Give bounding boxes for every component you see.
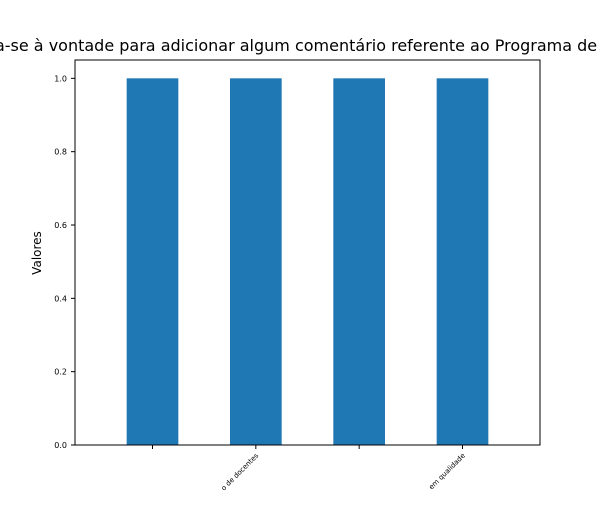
y-axis-ticks: 0.0 0.2 0.4 0.6 0.8 1.0 xyxy=(54,74,75,450)
bar-2 xyxy=(333,78,385,445)
x-tick-label-3: em qualidade xyxy=(427,452,467,492)
y-tick-label-1: 0.2 xyxy=(54,368,67,377)
bar-1 xyxy=(230,78,282,445)
x-tick-label-1: o de docentes xyxy=(220,452,261,493)
y-tick-label-5: 1.0 xyxy=(54,74,67,83)
bar-3 xyxy=(436,78,489,445)
y-tick-label-3: 0.6 xyxy=(54,221,67,230)
chart-title: Caso queira, sinta-se à vontade para adi… xyxy=(0,36,600,55)
y-axis-label: Valores xyxy=(30,231,44,275)
bar-0 xyxy=(126,78,179,445)
plot-area-frame xyxy=(74,59,541,446)
y-tick-label-4: 0.8 xyxy=(54,148,67,157)
bars-group xyxy=(126,78,489,445)
y-tick-label-0: 0.0 xyxy=(54,441,67,450)
x-axis-ticks: o de docentes em qualidade xyxy=(152,445,467,493)
y-tick-label-2: 0.4 xyxy=(54,294,67,303)
